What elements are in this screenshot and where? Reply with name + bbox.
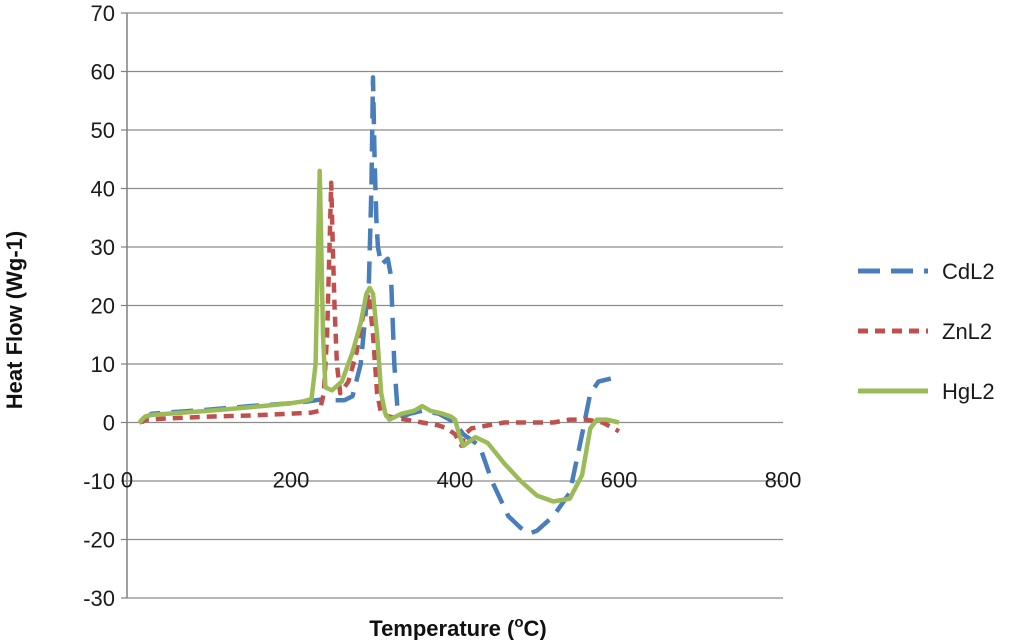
x-tick-labels: 0 200 400 600 800 [121, 468, 801, 493]
legend-label-znl2: ZnL2 [942, 319, 992, 344]
y-axis-title: Heat Flow (Wg-1) [2, 231, 27, 409]
y-tick-label: 30 [91, 235, 115, 260]
y-tick-label: -20 [83, 528, 115, 553]
y-tick-marks [121, 12, 127, 599]
x-axis-title-sup: o [514, 614, 523, 631]
gridlines [127, 12, 783, 599]
legend-label-cdl2: CdL2 [942, 259, 995, 284]
y-tick-labels: 70 60 50 40 30 20 10 0 -10 -20 -30 [83, 1, 115, 611]
series-lines [137, 75, 621, 536]
x-axis-title-end: C) [524, 616, 547, 640]
x-tick-label: 400 [437, 468, 474, 493]
series-line-znl2 [138, 180, 621, 449]
y-tick-label: 70 [91, 1, 115, 26]
series-line-hgl2 [137, 168, 620, 504]
y-tick-label: 50 [91, 118, 115, 143]
y-tick-label: 10 [91, 352, 115, 377]
legend-label-hgl2: HgL2 [942, 379, 995, 404]
y-tick-label: -30 [83, 586, 115, 611]
legend: CdL2 ZnL2 HgL2 [858, 259, 995, 404]
x-tick-label: 800 [765, 468, 802, 493]
y-tick-label: 0 [103, 411, 115, 436]
y-tick-label: -10 [83, 469, 115, 494]
x-axis-title: Temperature (oC) [369, 614, 546, 640]
x-axis-title-main: Temperature ( [369, 616, 515, 640]
y-tick-label: 60 [91, 60, 115, 85]
x-tick-label: 0 [121, 468, 133, 493]
x-tick-label: 200 [273, 468, 310, 493]
series-line-cdl2 [140, 75, 612, 536]
y-tick-label: 40 [91, 177, 115, 202]
x-tick-label: 600 [601, 468, 638, 493]
y-tick-label: 20 [91, 294, 115, 319]
